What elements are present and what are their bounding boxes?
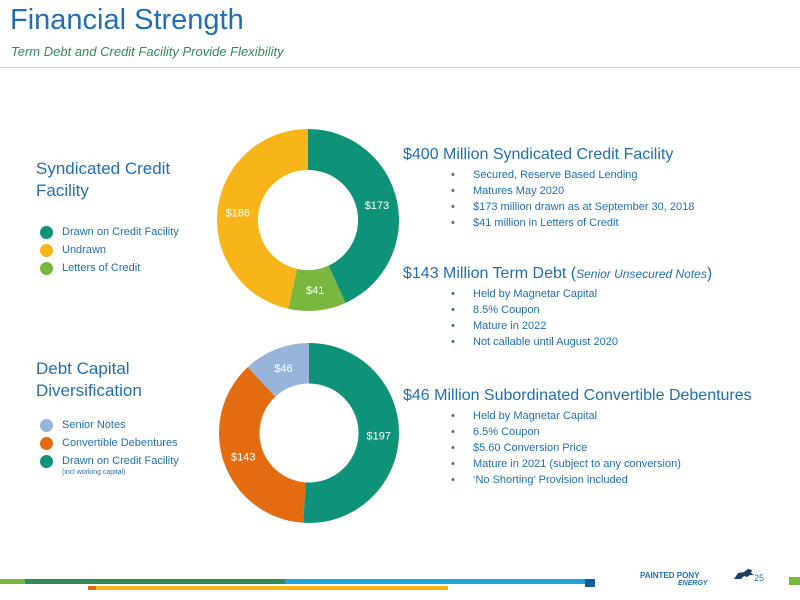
convertible-debentures-heading: $46 Million Subordinated Convertible Deb… xyxy=(403,387,752,404)
bullet-item: $5.60 Conversion Price xyxy=(451,440,752,456)
debt-legend: Senior Notes Convertible Debentures Draw… xyxy=(40,416,179,476)
donut-slice xyxy=(247,343,309,397)
legend-label: Drawn on Credit Facility xyxy=(62,455,179,467)
bullet-item: Not callable until August 2020 xyxy=(451,334,712,350)
credit-facility-donut-chart: $173 $41 $186 xyxy=(216,129,399,311)
slice-value-label: $46 xyxy=(274,363,292,375)
footer-bar xyxy=(0,579,25,584)
slice-value-label: $197 xyxy=(366,430,390,442)
legend-swatch xyxy=(40,261,53,275)
footer-bar xyxy=(88,586,448,590)
donut-slice xyxy=(303,343,399,523)
legend-swatch xyxy=(40,436,53,450)
bullet-item: Mature in 2022 xyxy=(451,318,712,334)
bullet-item: 8.5% Coupon xyxy=(451,302,712,318)
page-title: Financial Strength xyxy=(10,4,244,36)
donut-slice xyxy=(308,129,399,303)
footer-bar xyxy=(789,577,800,585)
footer-bar xyxy=(88,586,96,590)
horse-icon xyxy=(734,569,754,579)
legend-item: Undrawn xyxy=(40,241,179,259)
convertible-debentures-block: $46 Million Subordinated Convertible Deb… xyxy=(403,387,752,488)
donut-slice xyxy=(288,265,346,311)
legend-item: Drawn on Credit Facility xyxy=(40,452,179,470)
legend-label: Senior Notes xyxy=(62,419,126,431)
legend-swatch xyxy=(40,418,53,432)
legend-label: Undrawn xyxy=(62,244,107,256)
credit-facility-bullets: Secured, Reserve Based Lending Matures M… xyxy=(403,167,694,231)
footer-bar xyxy=(25,579,285,584)
bullet-item: Held by Magnetar Capital xyxy=(451,286,712,302)
legend-label: Convertible Debentures xyxy=(62,437,178,449)
slice-value-label: $173 xyxy=(365,200,389,212)
credit-facility-block: $400 Million Syndicated Credit Facility … xyxy=(403,146,694,231)
legend-item: Drawn on Credit Facility xyxy=(40,223,179,241)
header-divider xyxy=(0,67,800,68)
bullet-item: $173 million drawn as at September 30, 2… xyxy=(451,199,694,215)
legend-label: Letters of Credit xyxy=(62,262,141,274)
bullet-item: $41 million in Letters of Credit xyxy=(451,215,694,231)
page-number: 25 xyxy=(754,573,765,583)
bullet-item: Mature in 2021 (subject to any conversio… xyxy=(451,456,752,472)
debt-capital-donut-chart: $197 $143 $46 xyxy=(219,343,399,523)
legend-item: Convertible Debentures xyxy=(40,434,179,452)
debt-section-heading: Debt Capital Diversification xyxy=(36,359,142,400)
bullet-item: Held by Magnetar Capital xyxy=(451,408,752,424)
slice-value-label: $41 xyxy=(306,285,324,297)
legend-label: Drawn on Credit Facility xyxy=(62,226,179,238)
slice-value-label: $143 xyxy=(231,451,255,463)
footer-bar xyxy=(285,579,585,584)
credit-facility-heading: $400 Million Syndicated Credit Facility xyxy=(403,146,674,163)
bullet-item: Matures May 2020 xyxy=(451,183,694,199)
company-logo: PAINTED PONY ENERGY xyxy=(640,569,754,587)
bullet-item: 6.5% Coupon xyxy=(451,424,752,440)
legend-swatch xyxy=(40,225,53,239)
legend-item: Letters of Credit xyxy=(40,259,179,277)
convertible-debentures-bullets: Held by Magnetar Capital 6.5% Coupon $5.… xyxy=(403,408,752,488)
donut-slice xyxy=(219,367,306,523)
term-debt-block: $143 Million Term Debt (Senior Unsecured… xyxy=(403,265,712,350)
legend-note: (incl working capital) xyxy=(62,469,126,476)
credit-legend: Drawn on Credit Facility Undrawn Letters… xyxy=(40,223,179,277)
footer-bar xyxy=(585,579,595,587)
term-debt-bullets: Held by Magnetar Capital 8.5% Coupon Mat… xyxy=(403,286,712,350)
legend-swatch xyxy=(40,243,53,257)
term-debt-heading: $143 Million Term Debt (Senior Unsecured… xyxy=(403,265,713,282)
page-subtitle: Term Debt and Credit Facility Provide Fl… xyxy=(11,44,284,59)
legend-item: Senior Notes xyxy=(40,416,179,434)
slice-value-label: $186 xyxy=(226,207,250,219)
bullet-item: ‘No Shorting’ Provision included xyxy=(451,472,752,488)
donut-slice xyxy=(216,129,308,309)
legend-swatch xyxy=(40,454,53,468)
credit-section-heading: Syndicated Credit Facility xyxy=(36,159,171,200)
bullet-item: Secured, Reserve Based Lending xyxy=(451,167,694,183)
